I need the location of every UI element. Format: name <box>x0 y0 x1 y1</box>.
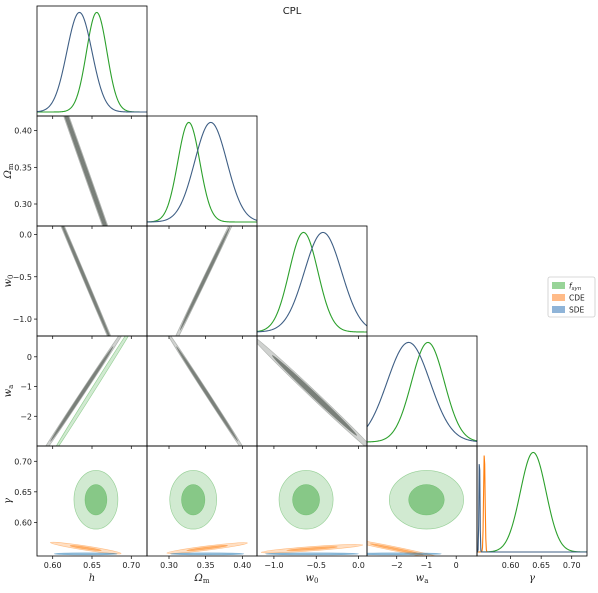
contour-blue-outer-4-0 <box>53 552 118 556</box>
panel-4-4 <box>477 451 587 553</box>
legend-swatch-1 <box>552 294 565 301</box>
ytick-label-4-0: 0.60 <box>14 518 32 527</box>
panel-frame-3-1 <box>146 335 258 447</box>
contour-grey-inner-2-0 <box>54 226 116 336</box>
xtick-label-1-2: 0.40 <box>233 561 251 570</box>
marginal-orange-gamma <box>477 455 587 553</box>
ytick-label-3-2: 0 <box>27 353 32 362</box>
panel-2-2 <box>257 231 367 333</box>
panel-3-0 <box>37 336 144 446</box>
ytick-label-1-1: 0.35 <box>14 163 32 172</box>
ytick-label-3-0: −2 <box>20 412 32 421</box>
xtick-label-3-2: 0 <box>454 561 459 570</box>
panel-4-0 <box>50 470 122 556</box>
panel-frame-2-0 <box>36 225 148 337</box>
legend-label-2: SDE <box>569 306 585 315</box>
ytick-label-4-1: 0.65 <box>14 488 32 497</box>
xtick-label-1-1: 0.35 <box>197 561 215 570</box>
contour-green-outer-3-0 <box>48 336 144 446</box>
ytick-label-2-1: −0.5 <box>13 273 32 282</box>
xtick-label-2-0: −1.0 <box>264 561 283 570</box>
xtick-label-4-0: 0.60 <box>502 561 520 570</box>
ytick-label-1-2: 0.40 <box>14 127 32 136</box>
xtick-label-4-2: 0.70 <box>563 561 581 570</box>
panel-1-1 <box>147 121 257 223</box>
contour-green-outer-4-0 <box>73 470 119 530</box>
panel-0-0 <box>37 11 147 113</box>
legend-label-0: fsyn <box>569 282 582 293</box>
xtick-label-0-2: 0.70 <box>122 561 140 570</box>
contour-green-outer-4-3 <box>388 470 464 530</box>
xlabel-Om: Ωm <box>194 573 210 585</box>
marginal-blue-w0 <box>257 231 367 333</box>
ytick-label-2-2: 0.0 <box>19 230 32 239</box>
ylabel-w0: w0 <box>3 274 15 287</box>
xlabel-w0: w0 <box>305 573 318 585</box>
ylabel-Om: Ωm <box>3 163 15 179</box>
xtick-label-1-0: 0.30 <box>160 561 178 570</box>
ylabel-wa: wa <box>3 385 15 398</box>
ytick-label-4-2: 0.70 <box>14 457 32 466</box>
contour-grey-inner-3-2 <box>271 355 358 436</box>
contour-orange-inner-4-2 <box>286 546 338 552</box>
contour-blue-outer-4-1 <box>170 552 245 556</box>
marginal-green-gamma <box>477 451 587 553</box>
ytick-label-1-0: 0.30 <box>14 200 32 209</box>
legend-label-1: CDE <box>569 294 585 303</box>
panel-1-0 <box>37 116 147 226</box>
contour-green-inner-4-0 <box>84 484 108 516</box>
ytick-label-2-0: −1.0 <box>13 315 32 324</box>
contour-orange-inner-4-3 <box>369 543 424 556</box>
xtick-label-0-0: 0.60 <box>44 561 62 570</box>
xlabel-wa: wa <box>416 573 429 585</box>
panel-3-1 <box>161 336 253 446</box>
xtick-label-0-1: 0.65 <box>83 561 101 570</box>
contour-grey-inner-3-1 <box>176 346 239 442</box>
contour-grey-inner-1-0 <box>39 116 134 226</box>
panel-frame-4-4 <box>476 445 588 557</box>
marginal-blue-h <box>37 11 147 113</box>
contour-orange-inner-4-0 <box>69 545 102 551</box>
contour-grey-inner-3-0 <box>50 346 114 442</box>
marginal-blue-Om <box>147 121 257 223</box>
legend-swatch-2 <box>552 306 565 313</box>
xtick-label-3-0: −2 <box>391 561 403 570</box>
figure-title: CPL <box>283 6 302 17</box>
contour-blue-outer-4-2 <box>265 552 359 556</box>
xlabel-h: h <box>89 573 95 584</box>
panel-4-3 <box>367 470 464 556</box>
marginal-green-wa <box>367 341 477 443</box>
ylabel-gamma: γ <box>3 498 14 504</box>
marginal-blue-gamma <box>477 464 587 553</box>
marginal-green-h <box>37 11 147 113</box>
contour-orange-inner-4-1 <box>186 545 228 552</box>
xlabel-gamma: γ <box>529 573 535 584</box>
panel-2-0 <box>37 226 134 336</box>
ytick-label-3-1: −1 <box>20 383 32 392</box>
contour-blue-outer-4-3 <box>367 552 442 556</box>
panel-frame-2-2 <box>256 225 368 337</box>
panel-frame-1-0 <box>36 115 148 227</box>
legend-swatch-0 <box>552 282 565 289</box>
xtick-label-2-2: 0.0 <box>352 561 365 570</box>
panel-4-2 <box>260 470 364 556</box>
contour-green-outer-4-2 <box>278 470 334 530</box>
xtick-label-3-1: −1 <box>421 561 433 570</box>
marginal-green-Om <box>147 121 257 223</box>
contour-grey-inner-2-1 <box>179 226 231 331</box>
panel-4-1 <box>166 470 248 556</box>
contour-green-inner-4-2 <box>292 484 320 516</box>
marginal-blue-wa <box>367 341 477 442</box>
panel-2-1 <box>162 226 248 336</box>
panels-group: 0.30 0.35 0.40 −1.0 −0.5 0.0 −2 −1 0 0.60 0.65 0.70… <box>3 5 588 585</box>
xtick-label-4-1: 0.65 <box>532 561 550 570</box>
contour-green-inner-4-1 <box>181 484 206 516</box>
panel-3-3 <box>367 341 477 443</box>
panel-3-2 <box>257 336 367 446</box>
contour-green-outer-4-1 <box>169 470 217 530</box>
contour-green-inner-4-3 <box>408 484 445 516</box>
xtick-label-2-1: −0.5 <box>307 561 326 570</box>
